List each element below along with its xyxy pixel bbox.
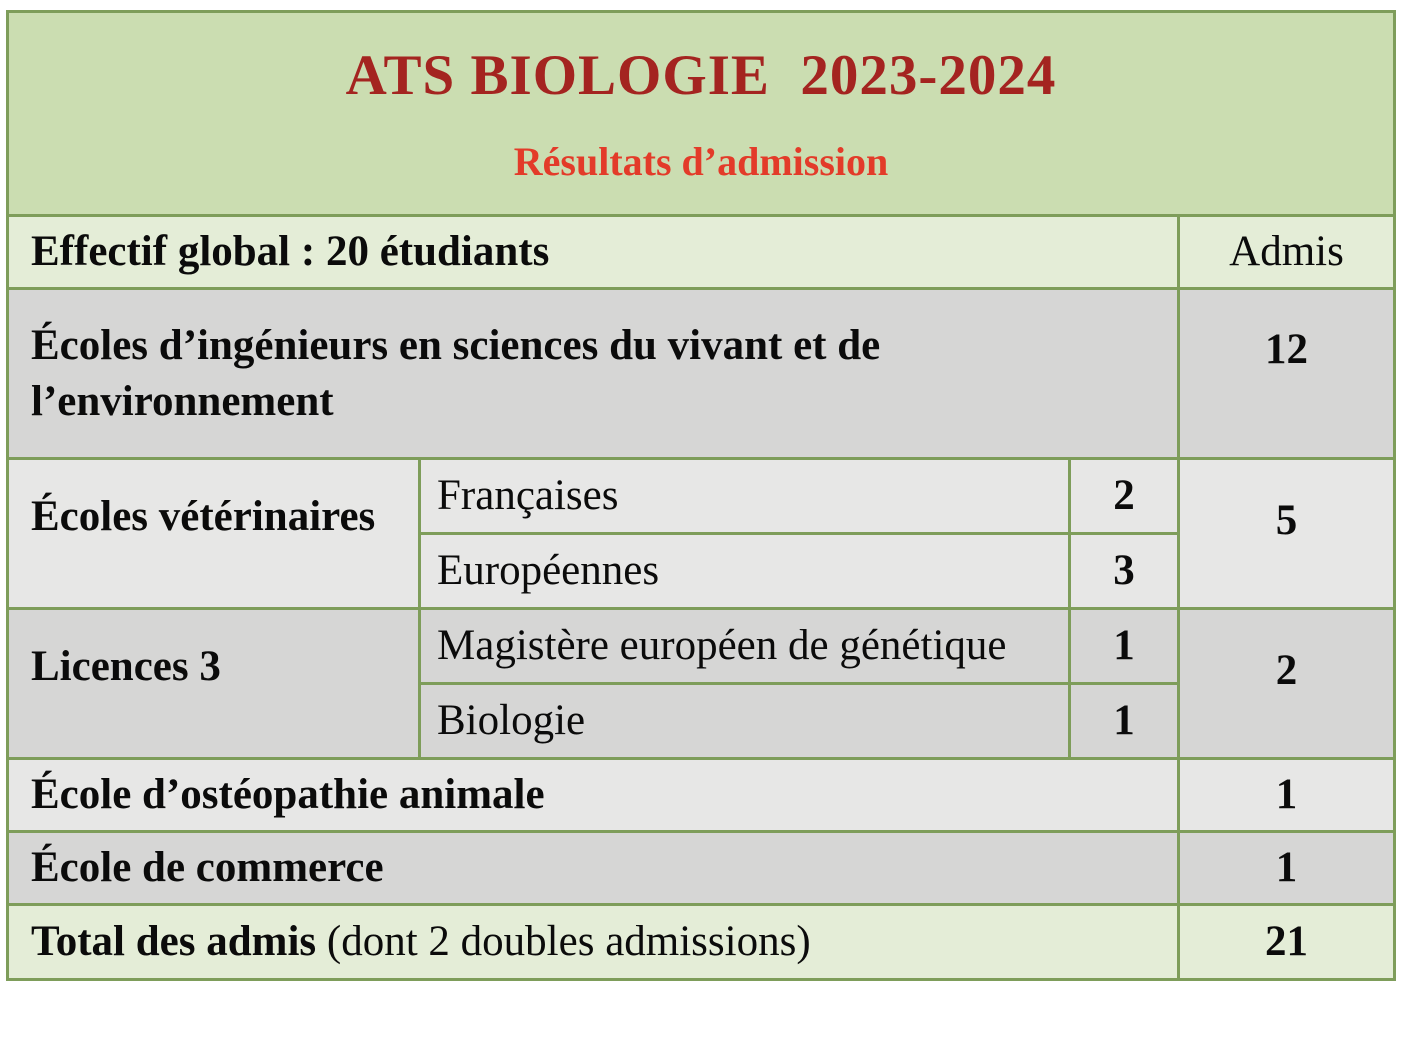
- row-effectif: Effectif global : 20 étudiants Admis: [6, 214, 1397, 290]
- sub-francaises-label: Françaises: [418, 457, 1071, 535]
- sub-biologie-count: 1: [1068, 682, 1180, 760]
- page-title: ATS BIOLOGIE 2023-2024: [345, 44, 1057, 108]
- total-admis-count: 21: [1176, 903, 1397, 981]
- row-licences-magistere: Licences 3 Magistère européen de génétiq…: [6, 607, 1397, 760]
- total-label-note: (dont 2 doubles admissions): [316, 918, 811, 966]
- commerce-admis-count: 1: [1176, 830, 1397, 906]
- row-licences-biologie: Biologie 1: [8, 682, 1395, 760]
- sub-magistere-label: Magistère européen de génétique: [418, 607, 1071, 685]
- row-osteopathie: École d’ostéopathie animale 1: [6, 757, 1397, 833]
- sub-europeennes-label: Européennes: [418, 532, 1071, 610]
- total-label-bold: Total des admis: [31, 918, 317, 966]
- osteopathie-label: École d’ostéopathie animale: [6, 757, 1180, 833]
- sub-francaises-count: 2: [1068, 457, 1180, 535]
- total-label: Total des admis (dont 2 doubles admissio…: [6, 903, 1180, 981]
- ingenieurs-label-text: Écoles d’ingénieurs en sciences du vivan…: [31, 321, 881, 425]
- row-total: Total des admis (dont 2 doubles admissio…: [6, 903, 1397, 981]
- veterinaires-admis-count: 5: [1176, 457, 1397, 610]
- ingenieurs-admis-count: 12: [1176, 287, 1397, 460]
- row-ingenieurs: Écoles d’ingénieurs en sciences du vivan…: [6, 287, 1397, 460]
- sub-magistere-count: 1: [1068, 607, 1180, 685]
- row-veterinaires-europeennes: Européennes 3: [8, 532, 1395, 610]
- sub-biologie-label: Biologie: [418, 682, 1071, 760]
- licences-admis-count: 2: [1176, 607, 1397, 760]
- admis-column-header: Admis: [1176, 214, 1397, 290]
- licences-label: Licences 3: [6, 607, 421, 760]
- header-row: ATS BIOLOGIE 2023-2024 Résultats d’admis…: [5, 10, 1397, 217]
- header-banner: ATS BIOLOGIE 2023-2024 Résultats d’admis…: [5, 10, 1397, 217]
- page-subtitle: Résultats d’admission: [513, 138, 889, 184]
- osteopathie-admis-count: 1: [1176, 757, 1397, 833]
- row-commerce: École de commerce 1: [6, 830, 1397, 906]
- results-table: ATS BIOLOGIE 2023-2024 Résultats d’admis…: [5, 10, 1397, 981]
- ingenieurs-label: Écoles d’ingénieurs en sciences du vivan…: [6, 287, 1180, 460]
- effectif-label: Effectif global : 20 étudiants: [6, 214, 1180, 290]
- commerce-label: École de commerce: [6, 830, 1180, 906]
- sub-europeennes-count: 3: [1068, 532, 1180, 610]
- row-veterinaires-francaises: Écoles vétérinaires Françaises 2 5: [6, 457, 1397, 610]
- veterinaires-label: Écoles vétérinaires: [6, 457, 421, 610]
